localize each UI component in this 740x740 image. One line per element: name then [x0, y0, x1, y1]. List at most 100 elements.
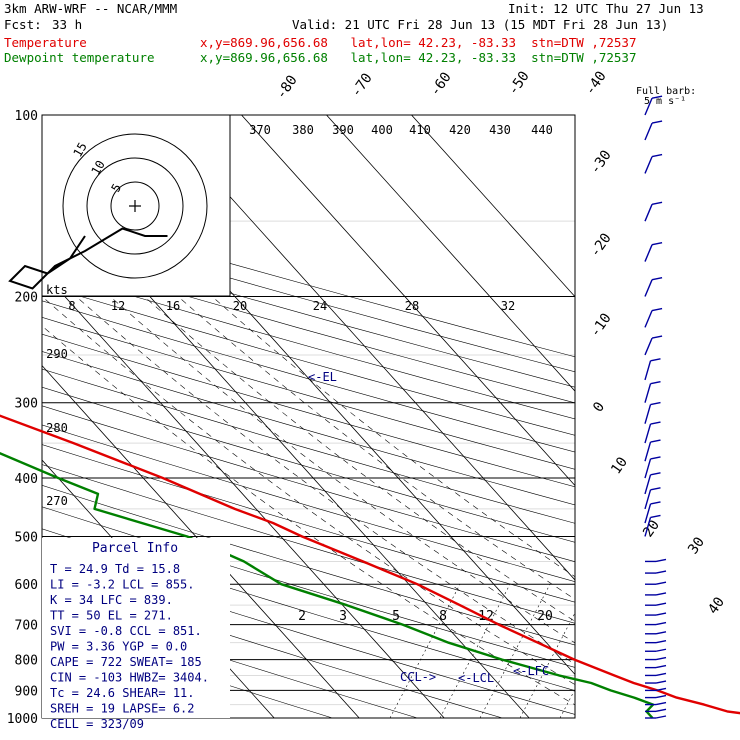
wind-barb-flag — [655, 715, 667, 719]
wind-barb-flag — [655, 672, 667, 677]
wind-barb — [645, 656, 667, 661]
plot-area — [42, 115, 575, 718]
moist-adiabat-line — [75, 296, 575, 665]
wind-barb — [645, 648, 667, 652]
barb-key-value: 5 m s⁻¹ — [644, 96, 686, 107]
wind-barb — [645, 602, 667, 606]
moist-adiabat-line — [143, 296, 575, 622]
wind-barb — [645, 694, 667, 699]
wind-barb-flag — [650, 487, 661, 491]
dry-adiabat-line — [42, 284, 575, 436]
isotherm-label: 30 — [685, 534, 708, 557]
wind-barb — [645, 639, 667, 644]
isotherm-line — [411, 115, 575, 298]
pressure-label: 800 — [15, 654, 38, 669]
wind-barb-flag — [651, 307, 663, 312]
moist-adiabat-label: 28 — [405, 299, 419, 313]
wind-barb — [644, 120, 663, 141]
wind-barb — [645, 558, 667, 563]
barb-key-title: Full barb: — [636, 86, 696, 97]
wind-barb — [645, 687, 667, 692]
isotherm-label: -50 — [505, 68, 533, 98]
moist-adiabat-label: 24 — [313, 299, 327, 313]
isotherm-line — [326, 115, 575, 392]
lcl-marker-label: <-LCL — [458, 671, 494, 685]
wind-barb — [644, 421, 661, 444]
wind-barb-flag — [650, 421, 661, 425]
temperature-profile-line — [0, 414, 740, 715]
valid-time: Valid: 21 UTC Fri 28 Jun 13 (15 MDT Fri … — [292, 17, 669, 32]
wind-barb — [644, 242, 663, 262]
wind-barb — [644, 276, 663, 297]
wind-barb-staff — [644, 458, 652, 479]
isotherm-label: 40 — [705, 594, 728, 617]
wind-barb-staff — [644, 503, 652, 524]
hodograph-trace — [8, 227, 168, 290]
init-time: Init: 12 UTC Thu 27 Jun 13 — [508, 1, 704, 16]
wind-barb-staff — [644, 279, 653, 297]
wind-barb-flag — [651, 242, 663, 246]
wind-barb-staff — [644, 423, 652, 444]
ccl-marker-label: CCL-> — [400, 670, 436, 684]
dry-adiabat-line — [42, 223, 575, 373]
wind-barb — [645, 621, 667, 626]
dry-adiabat-side-label: 270 — [46, 494, 68, 508]
lfc-marker-label: <-LFC — [513, 664, 549, 678]
wind-barb-staff — [644, 97, 653, 116]
wind-barb-flag — [650, 472, 661, 476]
isotherm-label: 20 — [640, 517, 663, 540]
mixing-ratio-line — [559, 688, 575, 718]
pressure-label: 200 — [15, 291, 38, 306]
wind-barb-flag — [650, 401, 661, 406]
parcel-info-row: Tc = 24.6 SHEAR= 11. — [50, 686, 195, 700]
dry-adiabat-line — [42, 405, 575, 562]
parcel-info-row: CIN = -103 HWBZ= 3404. — [50, 671, 209, 685]
isotherm-label: -10 — [587, 310, 615, 340]
theta-label: 440 — [531, 123, 553, 137]
parcel-info-row: SREH = 19 LAPSE= 6.2 — [50, 702, 195, 716]
parcel-info-row: T = 24.9 Td = 15.8 — [50, 562, 180, 576]
wind-barb-flag — [655, 708, 667, 713]
wind-barb-flag — [655, 694, 667, 699]
wind-barb-staff — [644, 360, 652, 381]
wind-barb-flag — [650, 358, 661, 362]
dry-adiabat-side-label: 280 — [46, 421, 68, 435]
wind-barb-staff — [644, 204, 653, 222]
theta-label: 400 — [371, 123, 393, 137]
wind-barb-flag — [655, 570, 667, 574]
plot-frame — [41, 114, 576, 719]
wind-barb-staff — [644, 474, 652, 495]
wind-barb — [644, 358, 661, 381]
wind-barb-flag — [650, 380, 661, 385]
hodograph-ring — [62, 133, 208, 279]
wind-barb-flag — [651, 95, 663, 99]
mixing-ratio-line — [389, 584, 461, 718]
hodograph-ring-label: 15 — [70, 140, 89, 160]
mixing-ratio-line — [479, 584, 551, 718]
wind-barb-flag — [655, 592, 667, 596]
wind-barb-flag — [655, 648, 667, 652]
wind-barb — [644, 153, 663, 174]
isotherm-label: -70 — [348, 70, 376, 100]
wind-barb-flag — [655, 687, 667, 692]
dry-adiabat-line — [42, 424, 575, 582]
wind-barb-flag — [655, 602, 667, 606]
wind-barb — [644, 501, 661, 524]
wind-barb — [644, 514, 661, 537]
wind-barb-flag — [655, 631, 667, 635]
parcel-info-row: K = 34 LFC = 839. — [50, 593, 173, 607]
wind-barb-flag — [655, 680, 667, 684]
isotherm-label: 0 — [590, 399, 608, 415]
isotherm-line — [156, 115, 575, 581]
moist-adiabat-line — [42, 325, 575, 706]
isotherm-line — [241, 115, 575, 487]
wind-barb — [645, 612, 667, 616]
wind-barb-flag — [651, 335, 663, 339]
wind-barb — [645, 631, 667, 635]
dewpoint-legend-info: x,y=869.96,656.68 lat,lon= 42.23, -83.33… — [200, 50, 637, 65]
mixing-ratio-label: 8 — [439, 609, 447, 624]
wind-barb — [644, 439, 661, 462]
wind-barb-flag — [655, 581, 667, 585]
mixing-ratio-label: 2 — [298, 609, 306, 624]
